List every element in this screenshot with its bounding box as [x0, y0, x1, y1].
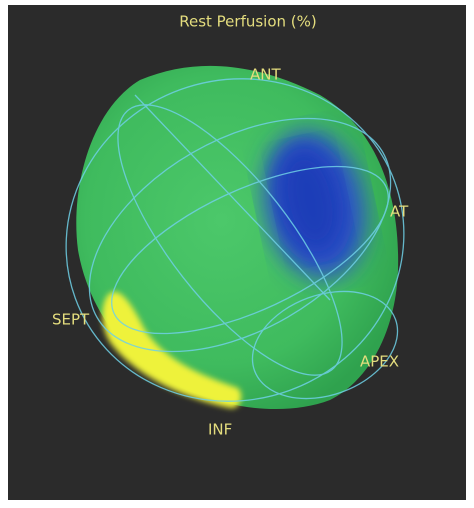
- orientation-label: APEX: [360, 353, 399, 371]
- orientation-label: INF: [208, 421, 232, 439]
- orientation-label: SEPT: [52, 311, 90, 329]
- wireframe: [65, 78, 405, 402]
- image-title: Rest Perfusion (%): [179, 13, 317, 31]
- reduced-perfusion-core: [276, 145, 344, 255]
- orientation-label: AT: [390, 203, 409, 221]
- orientation-label: ANT: [250, 66, 281, 84]
- high-perfusion-region: [102, 291, 242, 409]
